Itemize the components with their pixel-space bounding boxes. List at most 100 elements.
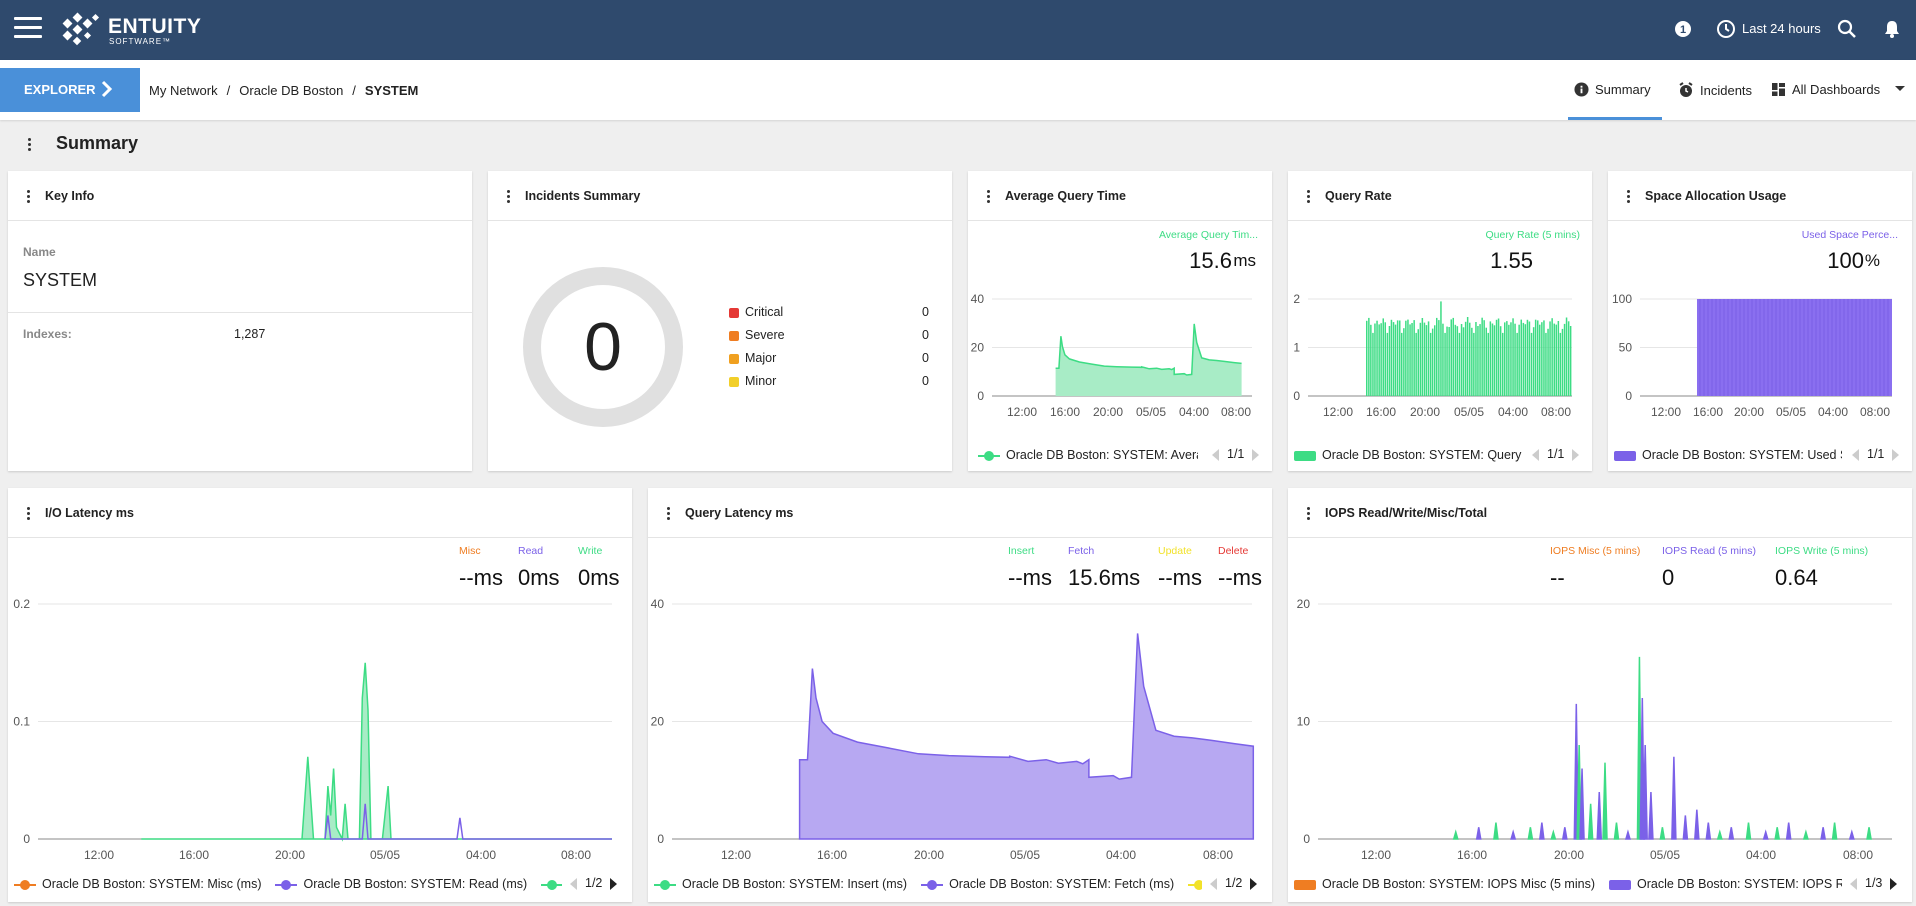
timezone-icon[interactable]: 1	[1672, 18, 1694, 40]
io-latency-chart[interactable]: 0.2 0.1 0 12:00 16:00 20:00 05/05 04:00 08:00	[8, 588, 632, 860]
info-icon	[1574, 82, 1589, 97]
chart-legend[interactable]: Oracle DB Boston: SYSTEM: Averag	[978, 448, 1198, 462]
query-rate-bar	[1541, 322, 1543, 396]
x-tick-label: 05/05	[1650, 848, 1680, 860]
query-rate-bar	[1477, 326, 1479, 396]
entuity-logo[interactable]: ENTUITY SOFTWARE™	[62, 12, 202, 48]
breadcrumb-my-network[interactable]: My Network	[149, 83, 218, 98]
brand-sub: SOFTWARE™	[109, 37, 172, 46]
chart-legend[interactable]: Oracle DB Boston: SYSTEM: Insert (ms) Ora…	[654, 877, 1202, 891]
legend-pager[interactable]: 1/2	[570, 876, 618, 890]
active-tab-indicator	[1568, 117, 1662, 120]
incident-row-severe[interactable]: Severe 0	[729, 328, 929, 342]
average-query-time-card: Average Query Time Average Query Tim... …	[968, 171, 1272, 471]
tab-all-dashboards[interactable]: All Dashboards	[1772, 82, 1906, 97]
metric-value: 1.55	[1490, 248, 1533, 273]
legend-pager[interactable]: 1/1	[1532, 447, 1580, 461]
nav-bar: EXPLORER My Network / Oracle DB Boston / SYS…	[0, 60, 1916, 120]
tab-incidents[interactable]: Incidents	[1678, 82, 1752, 98]
iops-spike	[1694, 809, 1700, 840]
query-rate-bar	[1555, 324, 1557, 396]
card-menu-icon[interactable]	[507, 190, 511, 205]
chart-legend[interactable]: Oracle DB Boston: SYSTEM: Query	[1294, 448, 1522, 462]
breadcrumb-oracle-db-boston[interactable]: Oracle DB Boston	[239, 83, 344, 98]
clock-icon[interactable]	[1715, 18, 1737, 40]
legend-swatch	[1294, 450, 1316, 461]
legend-label: Oracle DB Boston: SYSTEM: Query	[1322, 448, 1522, 462]
summary-menu-icon[interactable]	[28, 138, 32, 153]
tab-summary[interactable]: Summary	[1574, 82, 1651, 97]
search-icon[interactable]	[1836, 18, 1858, 40]
card-menu-icon[interactable]	[27, 507, 31, 522]
metric-value: --ms	[1218, 565, 1262, 590]
legend-pager[interactable]: 1/2	[1210, 876, 1258, 890]
metric-insert: Insert --ms	[1008, 488, 1068, 590]
time-range-selector[interactable]: Last 24 hours	[1742, 21, 1821, 36]
metric-value: 0ms	[578, 565, 620, 590]
metric-label: Average Query Tim...	[1158, 229, 1258, 241]
query-rate-bar	[1438, 320, 1440, 396]
chart-legend[interactable]: Oracle DB Boston: SYSTEM: Misc (ms) Oracl…	[14, 877, 562, 891]
legend-label: Oracle DB Boston: SYSTEM: Insert (ms)	[682, 877, 908, 891]
iops-spike	[1671, 756, 1677, 840]
metric-fetch: Fetch 15.6ms	[1068, 488, 1158, 590]
y-tick-label: 0	[23, 832, 30, 846]
menu-icon[interactable]	[14, 17, 42, 39]
card-title: IOPS Read/Write/Misc/Total	[1325, 506, 1488, 520]
metric-label: Write	[578, 545, 603, 557]
x-tick-label: 20:00	[1734, 405, 1764, 419]
metric-misc: Misc --ms	[459, 488, 518, 590]
chevron-right-icon	[101, 80, 113, 98]
iops-spike	[1579, 768, 1585, 840]
space-allocation-chart[interactable]: 100 50 0 12:00 16:00 20:00 05/05 04:00 08:00	[1608, 279, 1912, 439]
query-rate-bar	[1508, 324, 1510, 396]
card-menu-icon[interactable]	[987, 190, 991, 205]
query-rate-chart[interactable]: 2 1 0 12:00 16:00 20:00 05/05 04:00 08:00	[1288, 279, 1592, 439]
metric-label: Insert	[1008, 545, 1035, 557]
breadcrumb: My Network / Oracle DB Boston / SYSTEM	[149, 83, 419, 98]
query-rate-bar	[1413, 320, 1415, 396]
iops-spike	[1642, 744, 1648, 840]
card-menu-icon[interactable]	[1307, 507, 1311, 522]
iops-spike	[1602, 762, 1608, 840]
card-menu-icon[interactable]	[1307, 190, 1311, 205]
legend-pager[interactable]: 1/1	[1212, 447, 1260, 461]
chart-legend[interactable]: Oracle DB Boston: SYSTEM: Used S	[1614, 448, 1842, 462]
query-rate-bar	[1489, 321, 1492, 396]
incident-row-critical[interactable]: Critical 0	[729, 305, 929, 319]
x-tick-label: 04:00	[1498, 405, 1528, 419]
indexes-label: Indexes:	[23, 327, 72, 341]
query-latency-chart[interactable]: 40 20 0 12:00 16:00 20:00 05/05 04:00 08:00	[648, 588, 1272, 860]
average-query-time-chart[interactable]: 40 20 0 12:00 16:00 20:00 05/05 04:00 08:00	[968, 279, 1272, 439]
card-menu-icon[interactable]	[667, 507, 671, 522]
query-rate-bar	[1530, 332, 1533, 396]
incident-row-minor[interactable]: Minor 0	[729, 374, 929, 388]
card-title: Query Rate	[1325, 189, 1392, 203]
y-tick-label: 0	[1293, 389, 1300, 403]
x-tick-label: 16:00	[1693, 405, 1723, 419]
card-menu-icon[interactable]	[27, 190, 31, 205]
legend-pager[interactable]: 1/3	[1850, 876, 1898, 890]
card-menu-icon[interactable]	[1627, 190, 1631, 205]
query-rate-bar	[1551, 318, 1553, 396]
iops-chart[interactable]: 20 10 0 12:00 16:00 20:00 05/05 04:00 08:00	[1288, 588, 1912, 860]
chart-legend[interactable]: Oracle DB Boston: SYSTEM: IOPS Misc (5 m…	[1294, 877, 1842, 891]
incident-row-major[interactable]: Major 0	[729, 351, 929, 365]
explorer-button[interactable]: EXPLORER	[0, 68, 140, 112]
query-rate-bar	[1528, 321, 1531, 396]
bell-icon[interactable]	[1881, 18, 1903, 40]
query-rate-bar	[1434, 325, 1436, 396]
iops-spike	[1820, 827, 1827, 840]
query-rate-bar	[1421, 318, 1424, 396]
query-rate-bar	[1534, 319, 1537, 396]
dashboard-icon	[1772, 83, 1785, 96]
query-rate-bar	[1446, 326, 1448, 396]
top-bar: ENTUITY SOFTWARE™ 1 Last 24 hours	[0, 0, 1916, 60]
iops-spike	[1587, 803, 1594, 840]
incidents-donut[interactable]: 0	[521, 265, 685, 429]
legend-pager[interactable]: 1/1	[1852, 447, 1900, 461]
metric-write: Write 0ms	[578, 488, 620, 590]
query-rate-bar	[1429, 332, 1432, 396]
query-rate-bar	[1497, 318, 1500, 396]
query-rate-bar	[1392, 322, 1395, 396]
